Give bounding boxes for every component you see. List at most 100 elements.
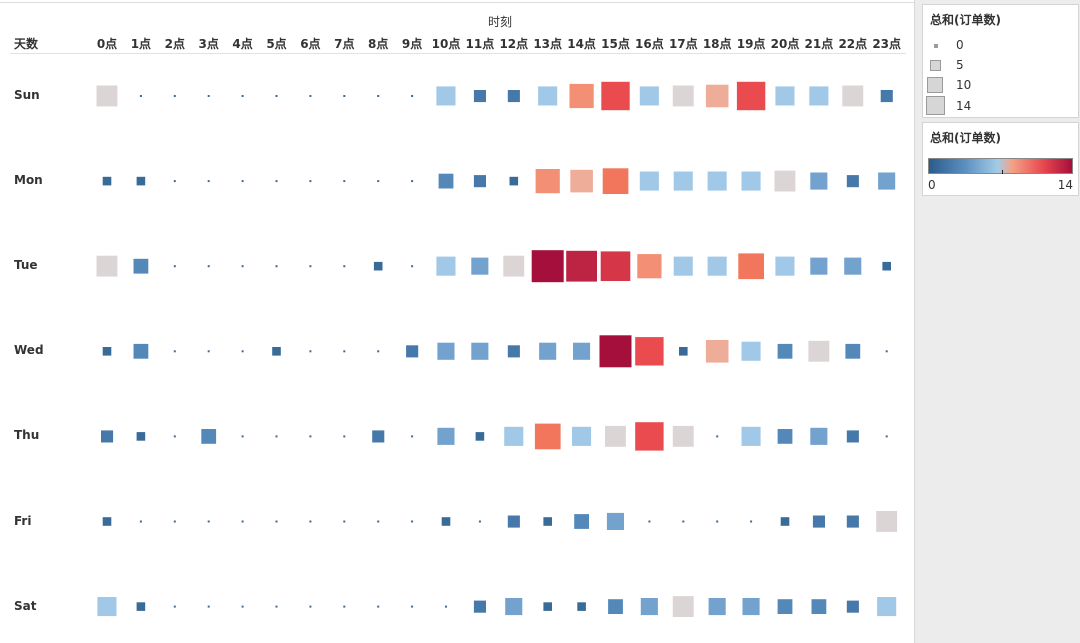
heatmap-cell-mon-11[interactable] <box>473 175 486 188</box>
heatmap-cell-wed-7[interactable] <box>343 350 346 353</box>
heatmap-cell-fri-1[interactable] <box>139 520 142 523</box>
heatmap-cell-sun-21[interactable] <box>809 86 829 106</box>
heatmap-cell-sat-14[interactable] <box>577 602 586 611</box>
heatmap-cell-wed-5[interactable] <box>272 347 281 356</box>
color-legend[interactable]: 总和(订单数) 0 14 <box>922 122 1079 196</box>
heatmap-cell-sun-15[interactable] <box>601 81 630 111</box>
heatmap-cell-mon-9[interactable] <box>411 180 414 183</box>
heatmap-cell-thu-22[interactable] <box>846 430 859 443</box>
heatmap-cell-sat-21[interactable] <box>811 599 827 614</box>
heatmap-cell-sat-22[interactable] <box>846 600 859 613</box>
heatmap-cell-thu-11[interactable] <box>475 432 485 441</box>
heatmap-cell-thu-0[interactable] <box>101 430 114 443</box>
heatmap-cell-thu-1[interactable] <box>136 432 146 441</box>
heatmap-cell-tue-14[interactable] <box>566 250 597 282</box>
heatmap-cell-sat-10[interactable] <box>445 605 447 608</box>
heatmap-cell-thu-16[interactable] <box>635 422 664 451</box>
heatmap-cell-sat-8[interactable] <box>377 605 380 608</box>
heatmap-cell-fri-13[interactable] <box>543 517 552 526</box>
heatmap-cell-thu-4[interactable] <box>241 435 244 438</box>
heatmap-cell-thu-12[interactable] <box>504 426 524 446</box>
heatmap-cell-sat-15[interactable] <box>608 599 623 614</box>
heatmap-cell-sun-13[interactable] <box>538 86 558 106</box>
heatmap-cell-sat-16[interactable] <box>640 598 658 616</box>
heatmap-cell-sat-9[interactable] <box>411 605 414 608</box>
heatmap-cell-sat-19[interactable] <box>742 598 760 616</box>
heatmap-cell-wed-22[interactable] <box>845 343 861 359</box>
heatmap-cell-tue-15[interactable] <box>600 251 631 281</box>
heatmap-cell-thu-2[interactable] <box>173 435 176 438</box>
heatmap-cell-mon-13[interactable] <box>535 169 560 194</box>
heatmap-cell-fri-10[interactable] <box>441 517 451 526</box>
heatmap-cell-wed-18[interactable] <box>705 340 729 363</box>
heatmap-cell-sun-22[interactable] <box>842 85 864 107</box>
heatmap-cell-tue-19[interactable] <box>738 253 764 280</box>
heatmap-cell-fri-6[interactable] <box>309 520 312 523</box>
heatmap-cell-sun-14[interactable] <box>569 83 594 109</box>
heatmap-cell-thu-21[interactable] <box>810 427 828 445</box>
heatmap-cell-thu-18[interactable] <box>716 435 719 438</box>
heatmap-cell-fri-18[interactable] <box>716 520 719 523</box>
heatmap-cell-sun-12[interactable] <box>507 90 520 103</box>
heatmap-cell-wed-23[interactable] <box>885 350 888 353</box>
heatmap-cell-mon-12[interactable] <box>509 176 519 186</box>
heatmap-cell-fri-3[interactable] <box>207 520 210 523</box>
heatmap-cell-sat-18[interactable] <box>708 598 726 616</box>
heatmap-cell-fri-15[interactable] <box>606 512 624 530</box>
heatmap-cell-fri-8[interactable] <box>377 520 380 523</box>
heatmap-cell-wed-11[interactable] <box>471 342 489 360</box>
heatmap-cell-tue-8[interactable] <box>373 261 383 271</box>
heatmap-cell-sat-23[interactable] <box>877 597 897 617</box>
heatmap-cell-fri-12[interactable] <box>507 515 520 528</box>
heatmap-cell-mon-2[interactable] <box>173 180 176 183</box>
heatmap-cell-mon-15[interactable] <box>602 168 629 194</box>
heatmap-cell-tue-17[interactable] <box>673 256 693 276</box>
heatmap-cell-thu-20[interactable] <box>777 429 793 444</box>
heatmap-cell-fri-22[interactable] <box>846 515 859 528</box>
heatmap-cell-sat-5[interactable] <box>275 605 278 608</box>
heatmap-cell-sun-6[interactable] <box>309 95 312 97</box>
heatmap-cell-mon-20[interactable] <box>774 170 796 192</box>
heatmap-cell-thu-17[interactable] <box>672 425 694 447</box>
heatmap-cell-mon-8[interactable] <box>377 180 380 183</box>
heatmap-cell-sun-19[interactable] <box>736 81 766 111</box>
heatmap-cell-sat-4[interactable] <box>241 605 244 608</box>
heatmap-cell-sat-13[interactable] <box>543 602 552 611</box>
heatmap-cell-sat-17[interactable] <box>672 596 694 617</box>
heatmap-cell-tue-16[interactable] <box>637 254 662 279</box>
heatmap-cell-wed-20[interactable] <box>777 343 793 359</box>
heatmap-cell-sun-3[interactable] <box>207 95 210 97</box>
heatmap-cell-mon-0[interactable] <box>102 176 112 186</box>
heatmap-cell-sun-5[interactable] <box>275 95 278 97</box>
heatmap-cell-tue-22[interactable] <box>844 257 862 275</box>
heatmap-cell-wed-19[interactable] <box>741 341 761 361</box>
heatmap-cell-fri-14[interactable] <box>574 514 589 529</box>
heatmap-cell-tue-7[interactable] <box>343 265 346 268</box>
heatmap-cell-thu-6[interactable] <box>309 435 312 438</box>
heatmap-cell-sun-20[interactable] <box>775 86 795 106</box>
heatmap-cell-thu-14[interactable] <box>572 426 592 446</box>
heatmap-cell-sun-16[interactable] <box>639 86 659 106</box>
heatmap-cell-wed-21[interactable] <box>808 340 830 362</box>
heatmap-cell-wed-0[interactable] <box>102 347 112 356</box>
heatmap-cell-tue-4[interactable] <box>241 265 244 268</box>
heatmap-cell-mon-3[interactable] <box>207 180 210 183</box>
heatmap-cell-wed-10[interactable] <box>437 342 455 360</box>
heatmap-cell-thu-8[interactable] <box>372 430 385 443</box>
heatmap-cell-tue-6[interactable] <box>309 265 312 268</box>
heatmap-cell-fri-7[interactable] <box>343 520 346 523</box>
heatmap-cell-sun-23[interactable] <box>880 90 893 103</box>
heatmap-cell-sat-20[interactable] <box>777 599 793 614</box>
heatmap-cell-wed-6[interactable] <box>309 350 312 353</box>
heatmap-cell-sun-10[interactable] <box>436 86 456 106</box>
heatmap-cell-fri-9[interactable] <box>411 520 414 523</box>
heatmap-cell-sun-17[interactable] <box>672 85 694 107</box>
heatmap-cell-tue-10[interactable] <box>436 256 456 276</box>
heatmap-cell-thu-9[interactable] <box>411 435 414 438</box>
heatmap-cell-wed-12[interactable] <box>507 345 520 358</box>
heatmap-cell-sun-7[interactable] <box>343 95 346 97</box>
heatmap-cell-tue-18[interactable] <box>707 256 727 276</box>
heatmap-cell-mon-7[interactable] <box>343 180 346 183</box>
heatmap-cell-wed-4[interactable] <box>241 350 244 353</box>
heatmap-cell-wed-8[interactable] <box>377 350 380 353</box>
